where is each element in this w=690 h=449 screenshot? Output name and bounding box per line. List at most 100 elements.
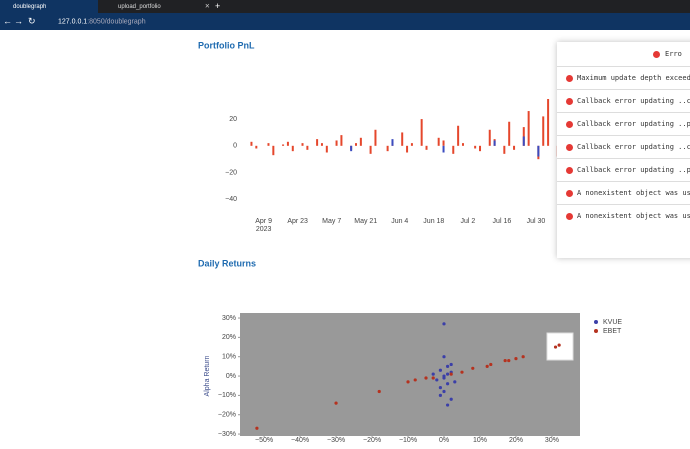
point — [445, 372, 450, 376]
y-tick-label: 30% — [222, 315, 236, 322]
point — [507, 358, 511, 363]
bar — [282, 144, 285, 146]
bar — [537, 145, 540, 157]
point — [438, 393, 443, 397]
tab-title[interactable]: upload_portfolio — [118, 4, 161, 10]
x-tick-label: −50% — [255, 437, 273, 444]
bar — [386, 145, 389, 152]
error-item[interactable]: A nonexistent object was used in . — [557, 204, 690, 227]
bar — [420, 119, 423, 146]
zoom-box — [546, 332, 574, 361]
error-item[interactable]: A nonexistent object was used in . — [557, 181, 690, 204]
error-text: Callback error updating ..constan — [577, 143, 690, 151]
error-item[interactable]: Maximum update depth exceeded. Th — [557, 66, 690, 89]
error-icon — [566, 189, 573, 197]
point — [471, 366, 475, 370]
forward-button[interactable]: → — [14, 16, 23, 26]
bar — [442, 145, 445, 153]
x-tick-label: Jun 4 — [391, 218, 408, 225]
legend-marker — [594, 320, 598, 324]
x-tick-year: 2023 — [256, 226, 272, 233]
point — [503, 358, 507, 363]
bar — [488, 129, 491, 146]
tab-active[interactable] — [0, 0, 98, 13]
x-tick-label: Jul 2 — [460, 218, 475, 225]
y-tick-label: −20% — [218, 412, 236, 419]
x-tick-label: 30% — [545, 437, 559, 444]
legend-label: EBET — [603, 328, 622, 335]
error-header[interactable]: Erro — [557, 42, 690, 66]
tab-title: doublegraph — [13, 4, 46, 10]
error-icon — [566, 166, 573, 174]
y-tick-label: 10% — [222, 354, 236, 361]
error-item[interactable]: Callback error updating ..constan — [557, 89, 690, 112]
error-icon — [566, 143, 573, 151]
x-tick-label: May 21 — [354, 218, 377, 225]
error-icon — [566, 74, 573, 82]
error-item[interactable]: Callback error updating ..constan — [557, 135, 690, 158]
point — [442, 376, 446, 380]
y-tick-label: −40 — [225, 196, 237, 203]
error-icon — [566, 97, 573, 105]
point — [460, 370, 464, 374]
reload-button[interactable]: ↻ — [28, 16, 36, 26]
point — [445, 382, 450, 386]
bar — [474, 145, 477, 149]
plot-area — [240, 313, 580, 436]
url[interactable]: 127.0.0.1:8050/doublegraph — [58, 18, 146, 25]
point — [442, 322, 446, 326]
x-tick-label: −10% — [399, 437, 417, 444]
x-tick-label: May 7 — [322, 218, 341, 225]
point — [442, 355, 446, 359]
bar — [291, 145, 294, 152]
error-item[interactable]: Callback error updating ..positio — [557, 158, 690, 181]
x-tick-label: −20% — [363, 437, 381, 444]
legend-label: KVUE — [603, 319, 622, 326]
x-tick-label: Jun 18 — [423, 218, 444, 225]
bar — [461, 143, 464, 146]
bar — [401, 132, 404, 146]
point — [413, 378, 417, 382]
x-tick-label: Jul 16 — [493, 218, 512, 225]
bar — [325, 145, 328, 153]
point — [442, 389, 446, 394]
bar — [457, 125, 460, 146]
point — [334, 401, 338, 405]
x-tick-label: Jul 30 — [527, 218, 546, 225]
error-icon — [566, 120, 573, 128]
point — [431, 372, 435, 376]
point — [255, 426, 259, 430]
bar — [425, 145, 428, 150]
point — [453, 380, 457, 384]
point — [485, 364, 489, 368]
bar — [522, 136, 525, 146]
error-text: Callback error updating ..positio — [577, 166, 690, 174]
bar — [316, 139, 319, 146]
point — [424, 376, 428, 380]
y-tick-label: 20 — [229, 116, 237, 123]
point — [431, 376, 435, 380]
error-text: A nonexistent object was used in . — [577, 212, 690, 220]
bar — [255, 145, 258, 149]
error-item[interactable]: Callback error updating ..positio — [557, 112, 690, 135]
bar — [503, 145, 506, 154]
y-tick-label: −10% — [218, 392, 236, 399]
bar — [335, 140, 338, 146]
tab-close[interactable]: × — [205, 2, 210, 11]
x-tick-label: 20% — [509, 437, 523, 444]
bar — [452, 145, 455, 154]
legend-marker — [594, 329, 598, 333]
error-icon — [566, 212, 573, 220]
bar — [369, 145, 372, 154]
back-button[interactable]: ← — [3, 16, 12, 26]
bar — [479, 145, 482, 152]
bar — [391, 139, 394, 146]
point — [489, 362, 493, 367]
x-tick-label: 0% — [439, 437, 449, 444]
point — [438, 368, 443, 372]
new-tab[interactable]: + — [215, 1, 220, 11]
bar — [542, 116, 545, 146]
y-tick-label: 0% — [226, 373, 236, 380]
